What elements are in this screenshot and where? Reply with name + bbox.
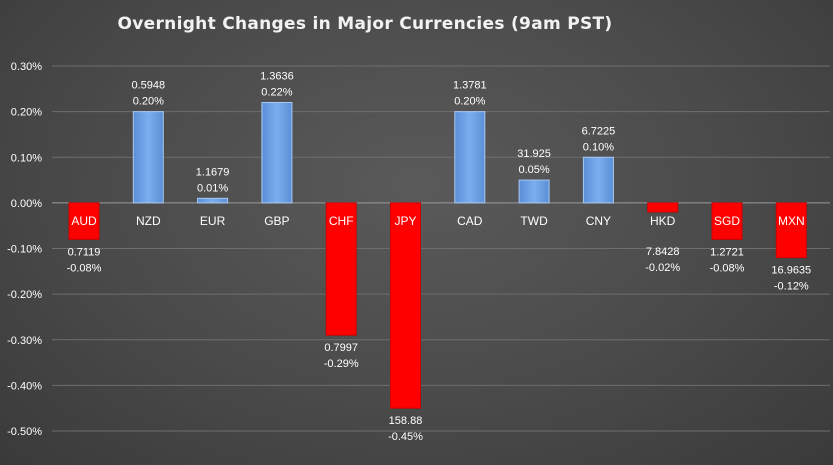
bar-nzd <box>132 111 164 204</box>
category-label: GBP <box>264 214 289 228</box>
chart-title: Overnight Changes in Major Currencies (9… <box>117 14 613 34</box>
bars <box>68 102 807 409</box>
data-label-percent: -0.08% <box>710 262 745 274</box>
labels: 0.30% 0.20% 0.10% 0.00% -0.10% -0.20% -0.30% -0… <box>7 61 811 443</box>
y-tick-label: 0.30% <box>11 61 42 73</box>
bar-mxn <box>775 202 807 259</box>
y-tick-label: 0.20% <box>11 107 42 119</box>
data-label-rate: 1.3781 <box>453 80 487 92</box>
data-label-percent: -0.12% <box>774 281 809 293</box>
category-label: AUD <box>71 214 97 228</box>
data-label-percent: -0.02% <box>645 262 680 274</box>
data-label-rate: 16.9635 <box>771 265 811 277</box>
category-label: HKD <box>650 214 676 228</box>
data-label-rate: 0.5948 <box>131 80 165 92</box>
data-label-rate: 0.7997 <box>324 342 358 354</box>
data-label-percent: -0.08% <box>67 262 102 274</box>
bar-gbp <box>261 102 293 204</box>
category-label: SGD <box>714 214 740 228</box>
category-label: TWD <box>520 214 548 228</box>
y-tick-label: -0.40% <box>7 380 42 392</box>
data-label-rate: 158.88 <box>389 415 423 427</box>
bar-jpy <box>390 202 421 409</box>
category-label: MXN <box>778 214 805 228</box>
data-label-rate: 6.7225 <box>582 125 616 137</box>
data-label-percent: 0.20% <box>454 96 485 108</box>
category-label: CNY <box>586 214 611 228</box>
data-label-percent: 0.22% <box>261 87 292 99</box>
bar-hkd <box>647 202 679 213</box>
bar-cny <box>582 156 614 204</box>
y-tick-label: -0.30% <box>7 335 42 347</box>
bar-cad <box>454 111 486 204</box>
data-label-rate: 1.3636 <box>260 71 294 83</box>
data-label-rate: 0.7119 <box>68 246 101 258</box>
data-label-rate: 31.925 <box>517 148 551 160</box>
category-label: NZD <box>136 214 161 228</box>
bar-aud <box>68 202 100 240</box>
data-label-rate: 1.2721 <box>710 246 744 258</box>
bar-eur <box>197 197 229 204</box>
data-label-percent: 0.20% <box>133 96 164 108</box>
y-tick-label: 0.10% <box>11 152 42 164</box>
y-tick-label: -0.10% <box>7 244 42 256</box>
category-label: JPY <box>394 214 416 228</box>
bar-twd <box>518 179 550 204</box>
category-label: CAD <box>457 214 483 228</box>
data-label-percent: 0.01% <box>197 182 228 194</box>
y-tick-label: -0.50% <box>7 426 42 438</box>
data-label-rate: 7.8428 <box>646 246 680 258</box>
data-label-percent: 0.05% <box>518 164 549 176</box>
y-tick-label: 0.00% <box>11 198 42 210</box>
category-label: EUR <box>200 214 226 228</box>
bar-sgd <box>711 202 743 240</box>
data-label-percent: -0.45% <box>388 431 423 443</box>
bar-chf <box>325 202 357 336</box>
data-label-percent: -0.29% <box>324 358 359 370</box>
category-label: CHF <box>329 214 354 228</box>
data-label-rate: 1.1679 <box>196 166 230 178</box>
y-tick-label: -0.20% <box>7 289 42 301</box>
data-label-percent: 0.10% <box>583 141 614 153</box>
gridlines <box>52 65 830 432</box>
